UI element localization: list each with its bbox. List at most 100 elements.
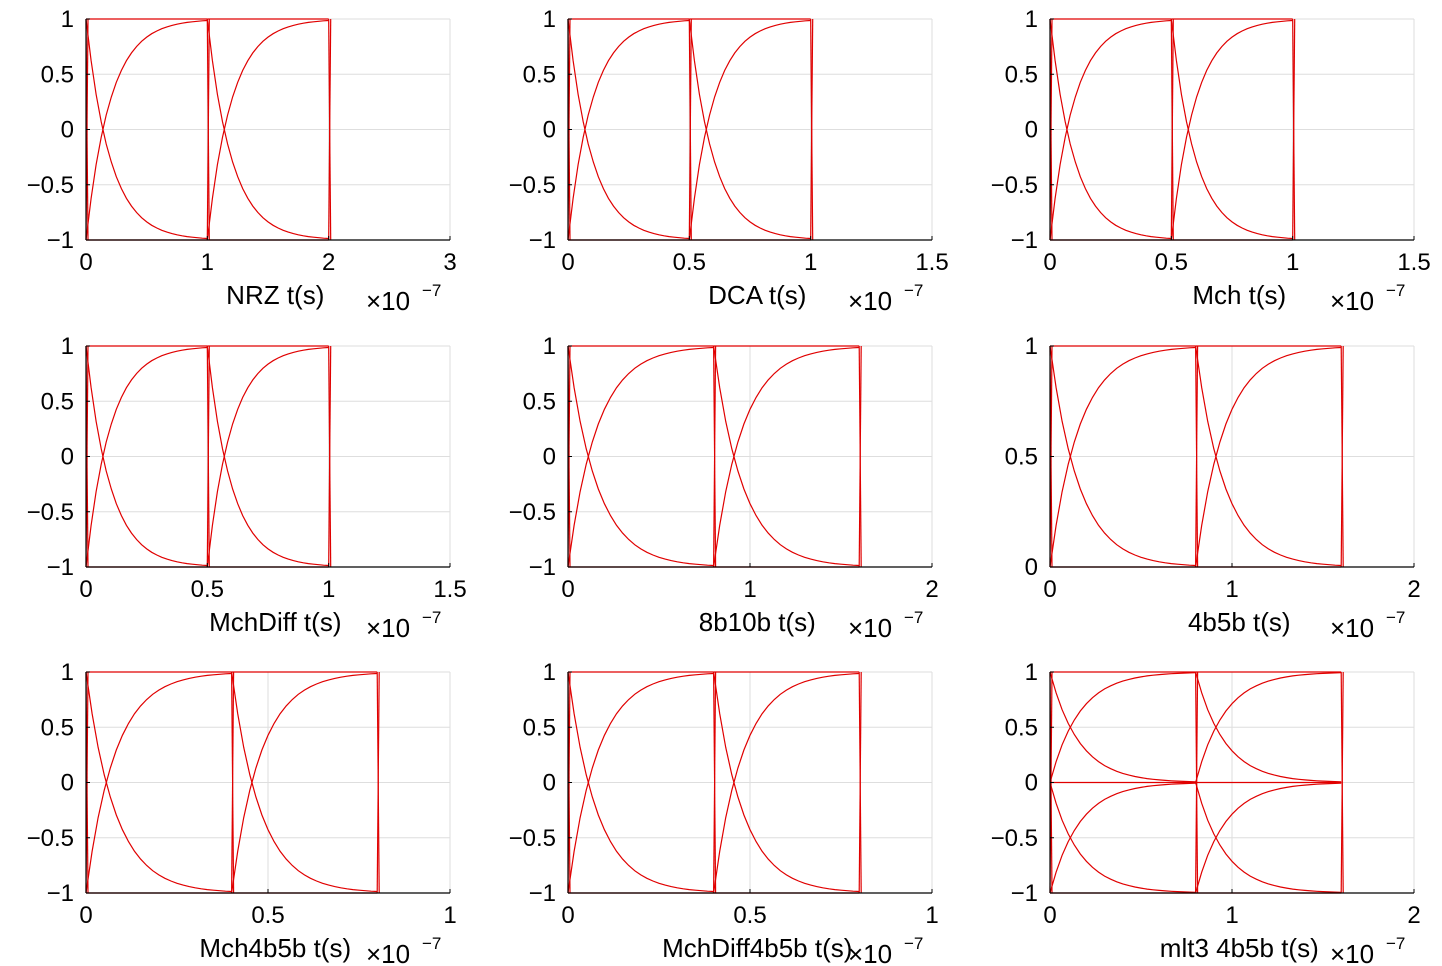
eye-trace [1170,19,1293,241]
x-tick-label: 0 [1043,902,1056,929]
y-tick-label: −0.5 [509,499,556,526]
eye-trace [567,346,714,568]
x-axis-multiplier: ×10 [848,613,892,643]
eye-trace [1195,671,1199,894]
eye-trace [376,671,380,894]
eye-trace [85,19,208,241]
y-tick-label: 0.5 [523,714,556,741]
subplot-5: 0 1 2 −1 −0.5 0 0.5 1 8b10b t(s) ×10 −7 [509,333,939,643]
x-axis-multiplier: ×10 [366,613,410,643]
subplot-9: 0 1 2 −1 −0.5 0 0.5 1 mlt3 4b5b t(s) ×10 −7 [991,659,1421,966]
x-tick-label: 0.5 [733,902,766,929]
y-tick-label: 0.5 [1005,714,1038,741]
eye-trace [1340,345,1344,568]
x-tick-label: 0 [1043,249,1056,276]
y-tick-label: 0 [543,117,556,144]
x-tick-label: 1 [804,249,817,276]
x-axis-label: 4b5b t(s) [1188,607,1291,637]
x-tick-label: 1 [925,902,938,929]
eye-trace [810,18,814,241]
y-tick-label: 0 [1025,554,1038,581]
x-tick-label: 0 [561,576,574,603]
eye-trace [713,345,860,567]
x-tick-label: 2 [1407,902,1420,929]
x-axis-label: Mch4b5b t(s) [199,933,351,963]
y-tick-label: 1 [61,6,74,33]
x-axis-multiplier: ×10 [1330,286,1374,316]
eye-trace [713,671,717,894]
y-tick-label: −1 [1011,880,1038,907]
y-tick-label: 0 [61,444,74,471]
y-tick-label: 1 [61,333,74,360]
y-tick-label: −1 [529,554,556,581]
x-tick-label: 0 [561,249,574,276]
x-axis-multiplier: ×10 [1330,939,1374,966]
eye-trace [85,345,208,567]
y-tick-label: −1 [529,227,556,254]
x-tick-label: 0 [79,576,92,603]
y-tick-label: −0.5 [27,499,74,526]
y-tick-label: −1 [47,880,74,907]
eye-trace [1049,18,1172,240]
y-tick-label: −1 [47,227,74,254]
eye-trace [231,671,235,894]
eye-trace [1195,671,1342,783]
eye-trace [1170,18,1293,240]
y-tick-label: −1 [1011,227,1038,254]
x-tick-label: 1 [1225,576,1238,603]
eye-trace [206,345,329,567]
y-tick-label: −0.5 [509,825,556,852]
eye-trace [1195,345,1199,568]
eye-trace [85,18,208,240]
eye-trace [1049,671,1196,783]
x-tick-label: 2 [322,249,335,276]
y-tick-label: 0.5 [523,388,556,415]
x-tick-label: 0.5 [191,576,224,603]
subplot-2: 0 0.5 1 1.5 −1 −0.5 0 0.5 1 DCA t(s) ×10 −7 [509,6,949,316]
x-axis-multiplier: ×10 [848,286,892,316]
eye-trace [1292,18,1296,241]
x-tick-label: 1 [201,249,214,276]
eye-trace [1170,18,1174,241]
x-tick-label: 1 [322,576,335,603]
x-axis-exponent: −7 [422,608,441,627]
y-tick-label: −1 [529,880,556,907]
y-tick-label: −0.5 [991,825,1038,852]
y-tick-label: 0.5 [1005,444,1038,471]
x-tick-label: 1.5 [915,249,948,276]
x-tick-label: 0.5 [673,249,706,276]
eye-trace [1195,672,1342,783]
y-tick-label: −1 [47,554,74,581]
y-tick-label: 0.5 [41,388,74,415]
x-axis-label: NRZ t(s) [226,280,324,310]
x-axis-label: MchDiff t(s) [209,607,341,637]
x-tick-label: 2 [925,576,938,603]
y-tick-label: 0.5 [41,714,74,741]
eye-trace [688,18,692,241]
x-axis-exponent: −7 [904,608,923,627]
eye-trace [85,671,232,893]
x-tick-label: 1.5 [1397,249,1430,276]
eye-trace [1340,671,1344,894]
x-axis-label: Mch t(s) [1192,280,1286,310]
eye-trace [713,672,860,894]
subplot-7: 0 0.5 1 −1 −0.5 0 0.5 1 Mch4b5b t(s) ×10 −7 [27,659,457,966]
y-tick-label: 0 [61,117,74,144]
eye-trace [858,671,862,894]
x-axis-multiplier: ×10 [848,939,892,966]
y-tick-label: 0.5 [1005,61,1038,88]
eye-trace [231,671,378,893]
eye-trace [1195,346,1342,568]
y-tick-label: 0 [1025,770,1038,797]
x-axis-label: MchDiff4b5b t(s) [662,933,852,963]
x-axis-exponent: −7 [904,281,923,300]
eye-trace [1049,19,1172,241]
x-axis-exponent: −7 [1386,934,1405,953]
y-tick-label: −0.5 [27,172,74,199]
y-tick-label: −0.5 [509,172,556,199]
x-tick-label: 1 [1286,249,1299,276]
subplot-1: 0 1 2 3 −1 −0.5 0 0.5 1 NRZ t(s) ×10 −7 [27,6,457,316]
x-tick-label: 0 [79,249,92,276]
eye-trace [328,18,332,241]
y-tick-label: −0.5 [27,825,74,852]
